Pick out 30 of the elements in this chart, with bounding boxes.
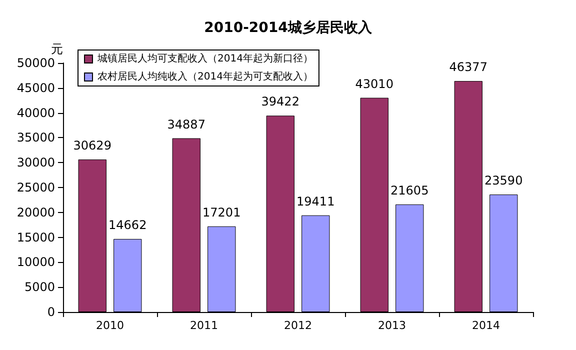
legend-label: 农村居民人均纯收入（2014年起为可支配收入）	[98, 70, 313, 82]
y-tick-label: 45000	[16, 80, 55, 95]
y-tick-label: 5000	[24, 280, 55, 294]
data-label: 30629	[73, 138, 112, 152]
data-label: 14662	[108, 218, 147, 232]
y-tick-label: 40000	[16, 106, 55, 120]
data-label: 46377	[449, 60, 488, 74]
y-tick-label: 25000	[16, 180, 55, 194]
y-tick-label: 30000	[16, 156, 55, 170]
x-tick-label: 2011	[190, 319, 218, 332]
data-label: 17201	[202, 205, 241, 220]
data-label: 21605	[390, 183, 429, 198]
data-label: 23590	[484, 174, 523, 188]
legend-label: 城镇居民人均可支配收入（2014年起为新口径）	[96, 52, 313, 64]
chart-title: 2010-2014城乡居民收入	[204, 19, 373, 36]
y-tick-label: 50000	[16, 56, 55, 70]
data-label: 39422	[261, 94, 300, 109]
data-label: 34887	[167, 117, 206, 132]
x-tick-label: 2010	[96, 319, 124, 332]
data-label: 43010	[355, 76, 394, 91]
data-label: 19411	[296, 194, 335, 208]
y-axis-title: 元	[51, 42, 63, 56]
x-tick-label: 2012	[284, 319, 312, 332]
x-tick-label: 2013	[378, 319, 406, 332]
y-tick-label: 20000	[16, 205, 55, 220]
y-tick-label: 0	[47, 305, 55, 319]
y-tick-label: 15000	[16, 230, 55, 244]
y-tick-label: 35000	[16, 130, 55, 145]
y-tick-label: 10000	[16, 255, 55, 270]
x-tick-label: 2014	[472, 319, 500, 332]
